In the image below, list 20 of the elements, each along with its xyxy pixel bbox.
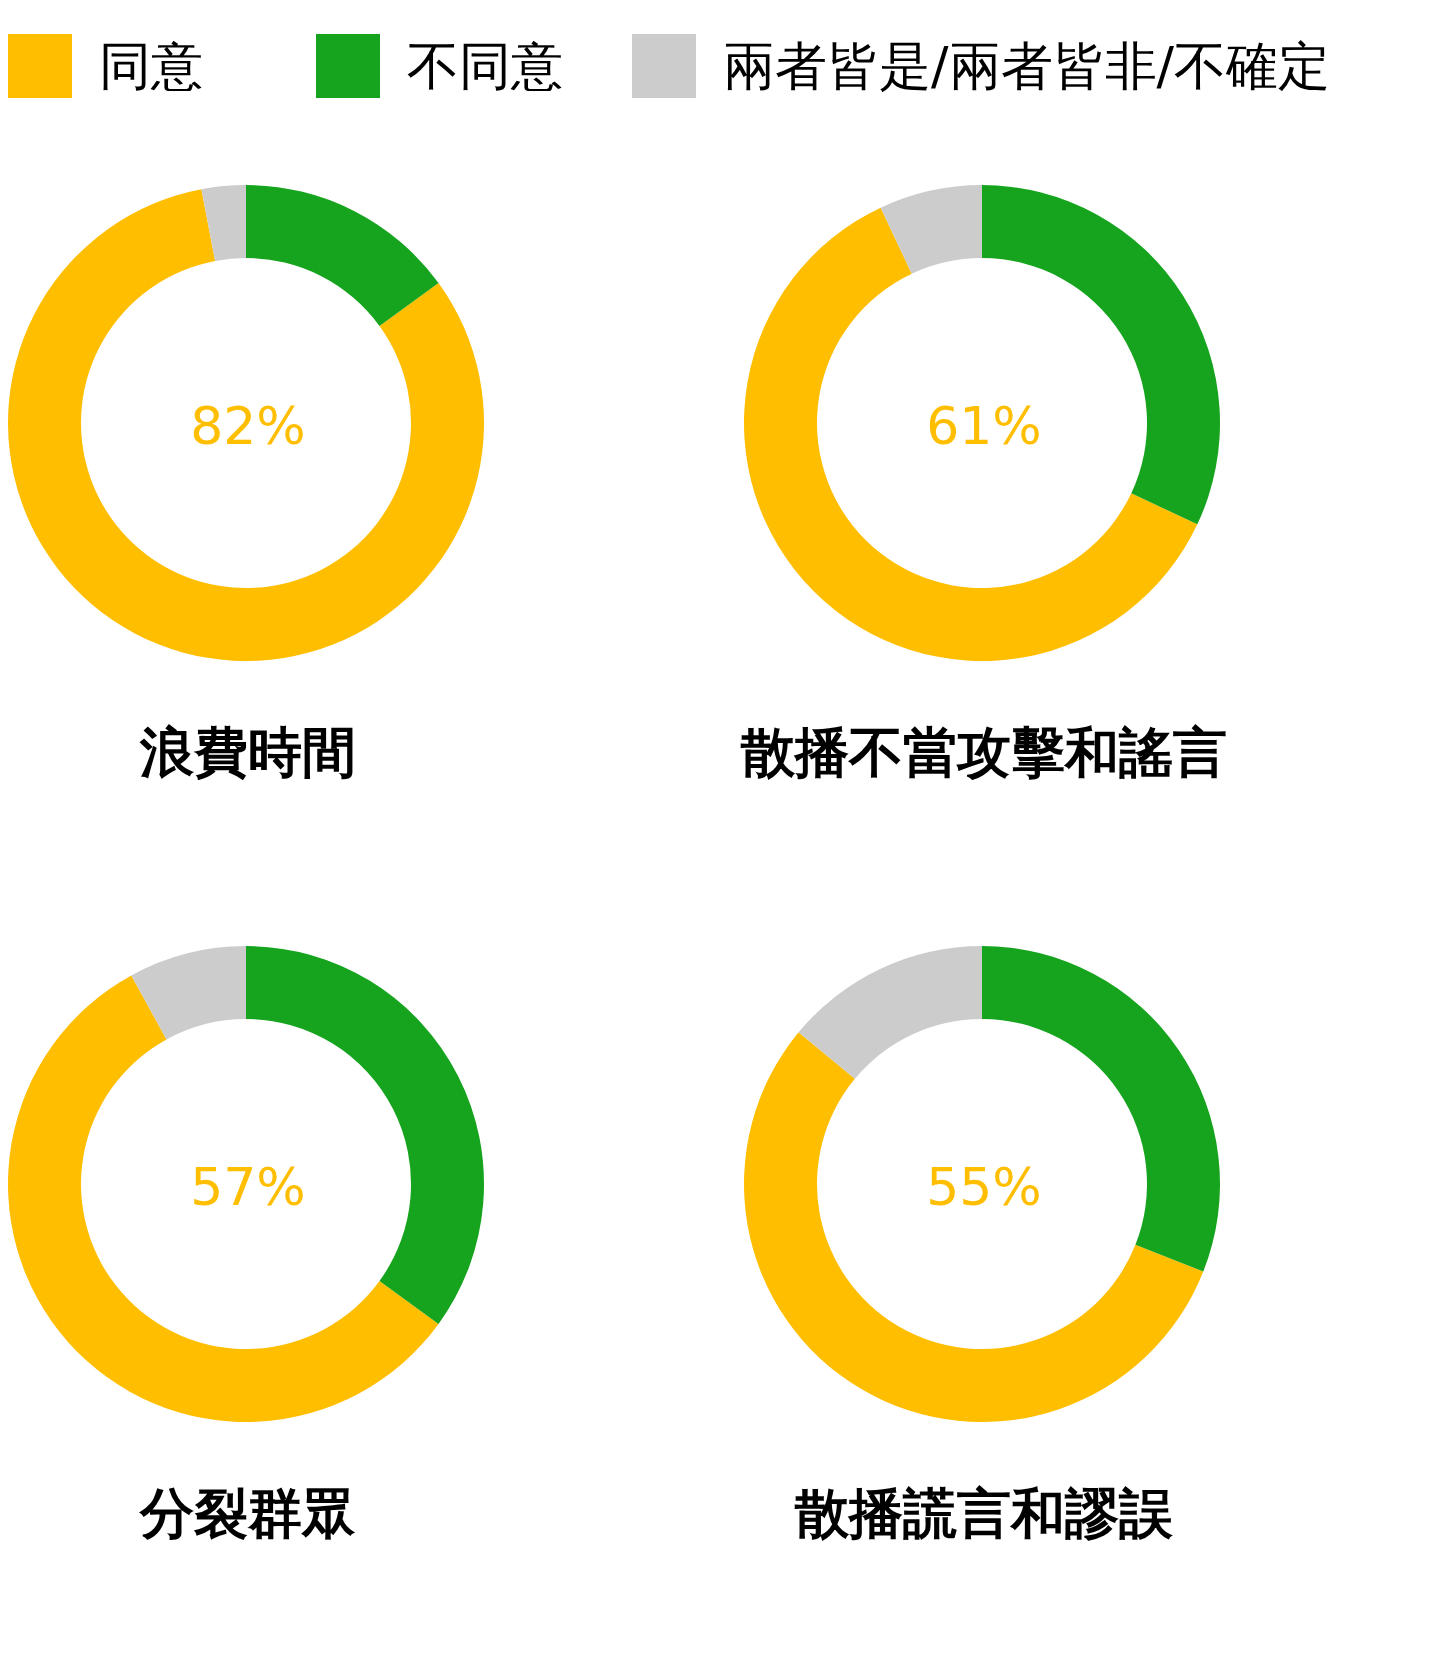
text: 散播謊言和謬誤: [794, 1481, 1173, 1545]
donut-slice: [8, 975, 439, 1422]
text: 浪費時間: [139, 720, 356, 784]
legend-label: 同意: [99, 36, 203, 96]
data-label: 55%: [926, 1157, 1042, 1217]
legend-label: 兩者皆是/兩者皆非/不確定: [723, 36, 1331, 96]
legend-label: 不同意: [407, 36, 563, 96]
donut-slice: [744, 1032, 1204, 1422]
donut-slice: [744, 207, 1198, 661]
data-label: 57%: [190, 1157, 306, 1217]
text: 散播不當攻擊和謠言: [740, 720, 1227, 784]
donut-slice: [131, 946, 246, 1040]
donut-slice: [8, 189, 484, 661]
text: 分裂群眾: [138, 1481, 356, 1545]
donut-slice: [798, 946, 982, 1079]
donut-slice: [201, 185, 246, 261]
data-label: 61%: [926, 396, 1042, 456]
donut-slice: [880, 185, 982, 274]
donut-slice: [246, 185, 439, 327]
data-label: 82%: [190, 396, 306, 456]
